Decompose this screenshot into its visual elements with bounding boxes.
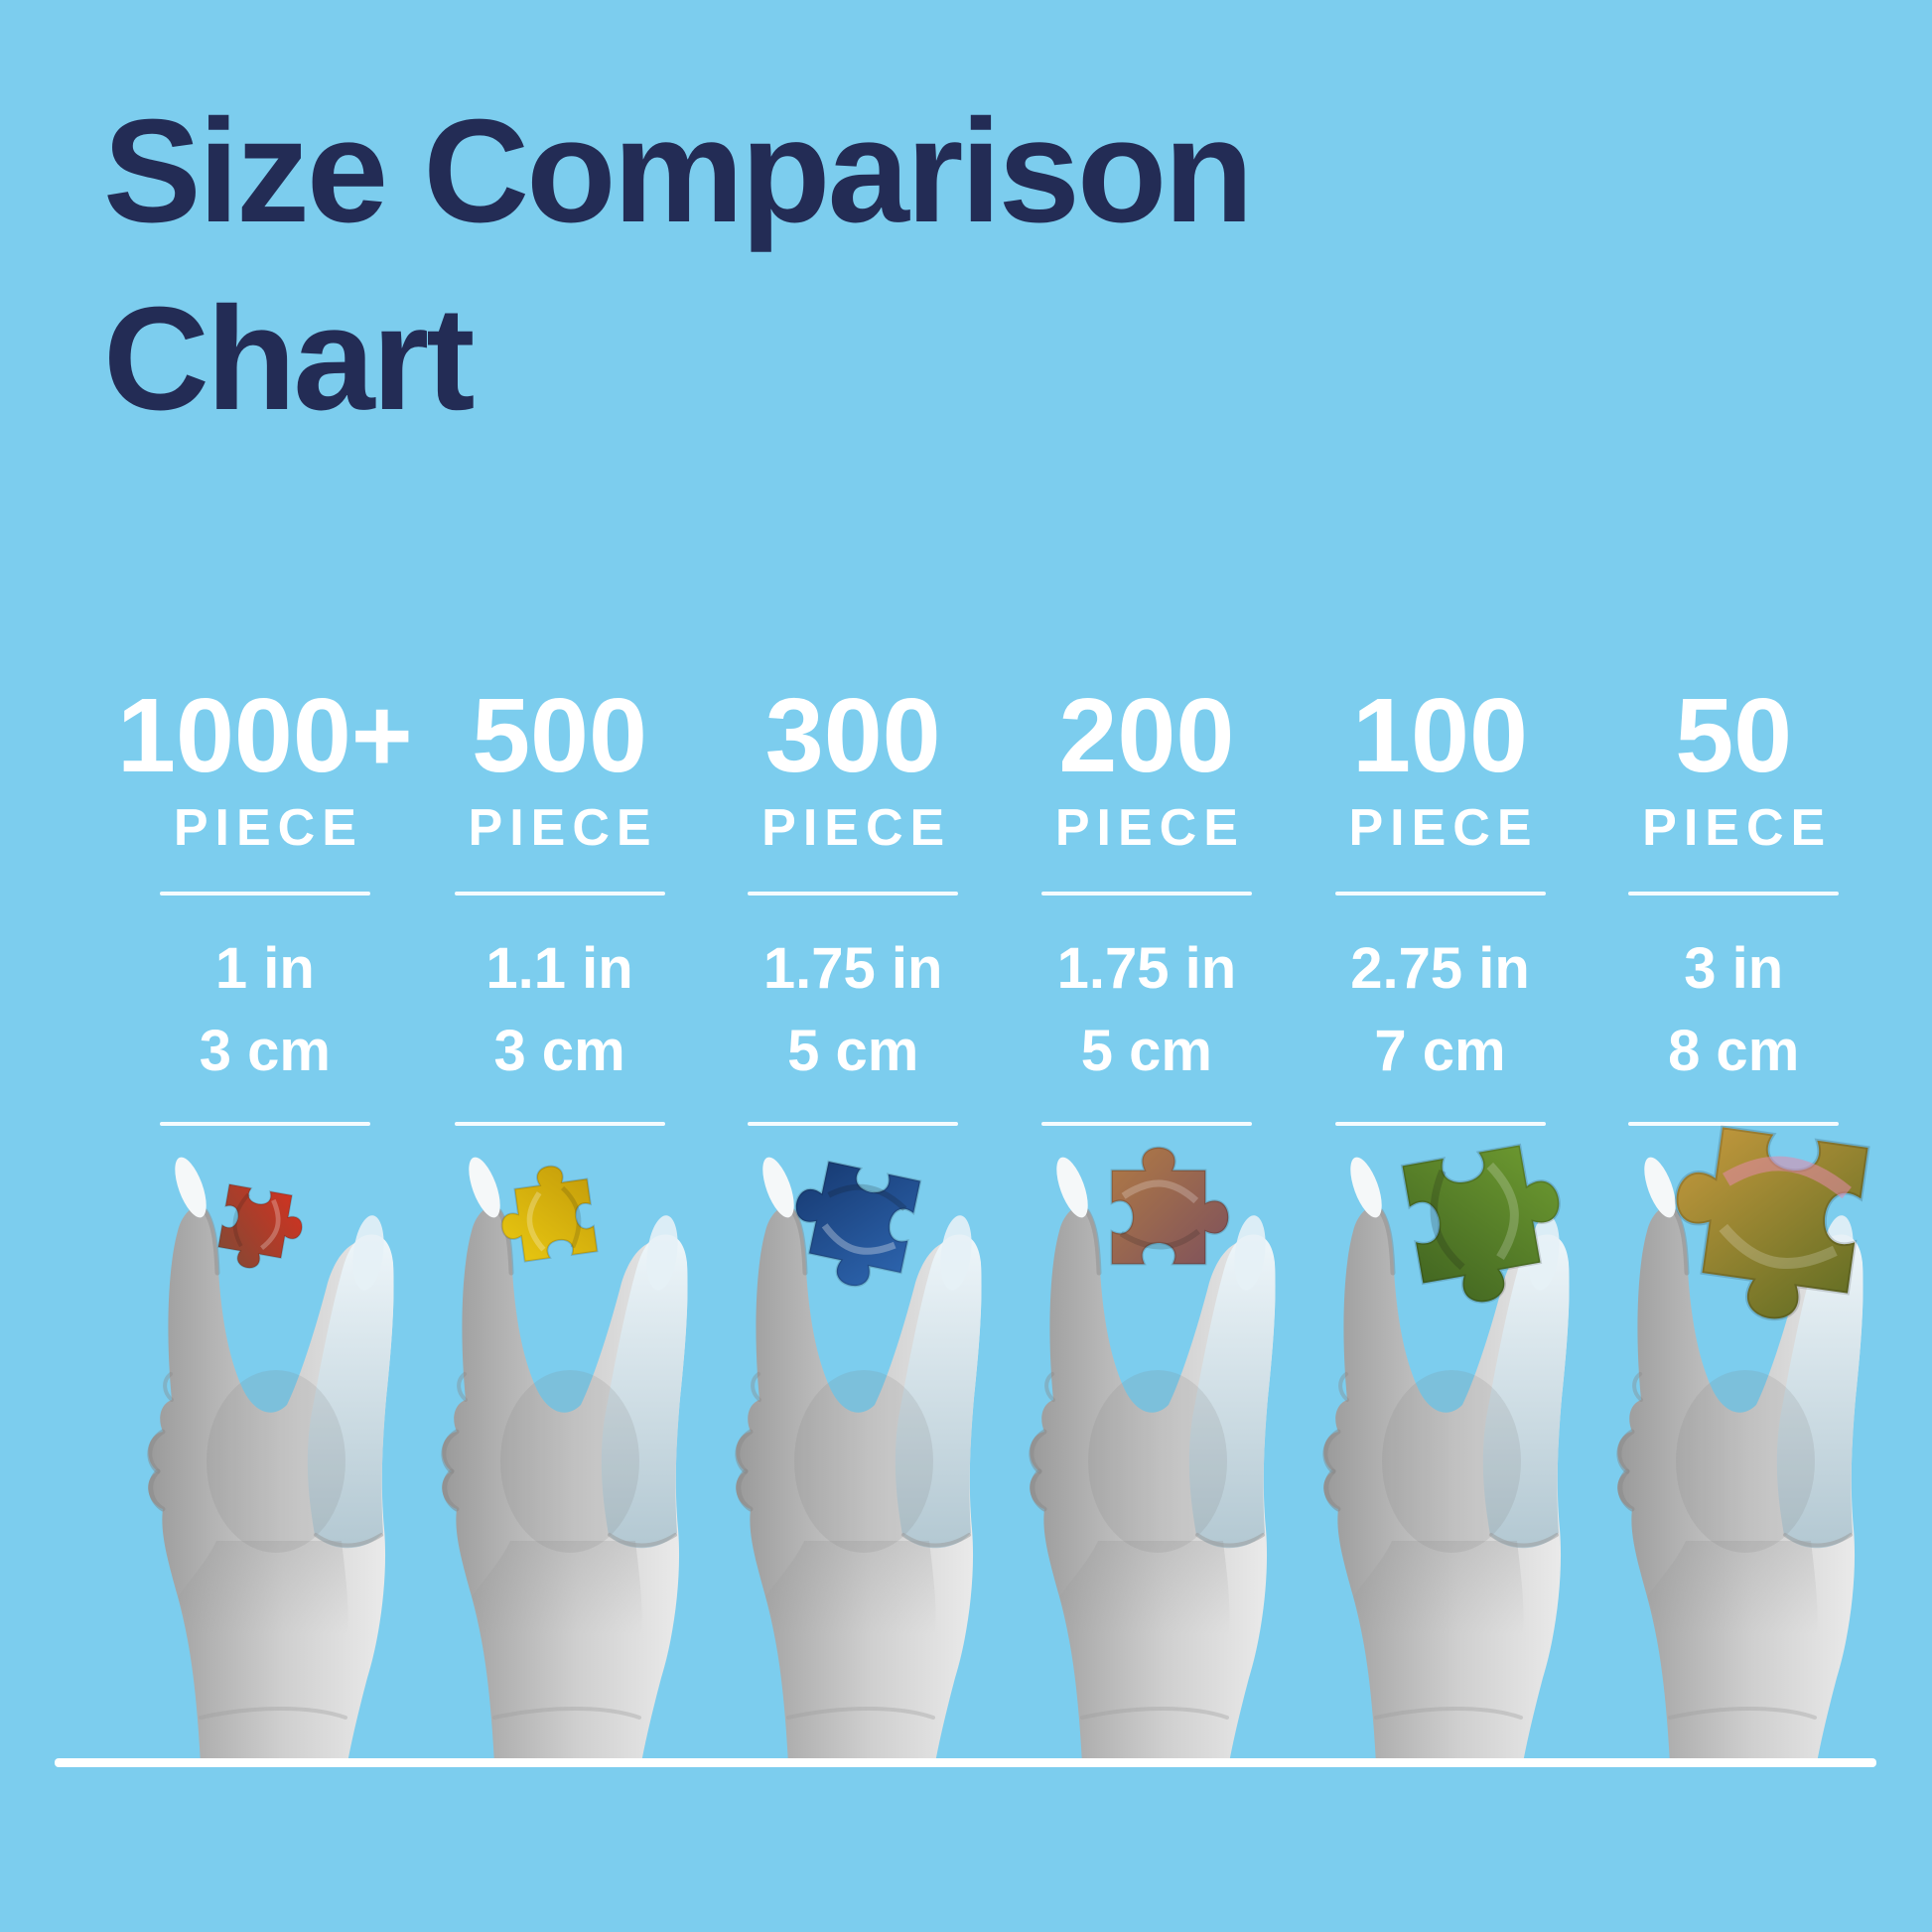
hand-figure	[705, 989, 999, 1763]
hand-with-puzzle-piece-illustration	[987, 1146, 1305, 1763]
size-inches: 1.75 in	[1056, 936, 1237, 1001]
hand-with-puzzle-piece-illustration	[105, 989, 423, 1763]
size-column-50: 50 PIECE 3 in 8 cm	[1587, 683, 1880, 1126]
piece-count-unit: PIECE	[1054, 799, 1245, 857]
piece-count-value: 200	[1058, 677, 1235, 794]
size-inches: 1.1 in	[485, 936, 633, 1001]
piece-count-value: 1000+	[117, 677, 413, 794]
piece-count-value: 100	[1352, 677, 1528, 794]
puzzle-piece-shape	[1674, 1125, 1870, 1321]
size-comparison-table: 1000+ PIECE 1 in 3 cm 500 PIECE 1.1 in 3…	[117, 683, 1880, 1126]
puzzle-piece-shape	[500, 1165, 599, 1263]
chart-title: Size Comparison Chart	[103, 77, 1254, 454]
hand-with-puzzle-piece-illustration	[1281, 1143, 1598, 1763]
hand-figure	[1587, 989, 1880, 1763]
divider-line	[1334, 1122, 1546, 1126]
size-column-200: 200 PIECE 1.75 in 5 cm	[1000, 683, 1294, 1126]
piece-count-unit: PIECE	[761, 799, 952, 857]
puzzle-piece-shape	[1400, 1143, 1561, 1304]
size-inches: 2.75 in	[1350, 936, 1530, 1001]
size-inches: 1.75 in	[762, 936, 943, 1001]
hand-figure	[117, 989, 411, 1763]
piece-count-unit: PIECE	[1642, 799, 1833, 857]
piece-count-value: 500	[472, 677, 647, 794]
chart-title-line2: Chart	[103, 277, 475, 442]
size-centimeters: 3 cm	[199, 1019, 331, 1083]
hand-with-puzzle-piece-illustration	[399, 989, 717, 1763]
puzzle-piece-shape	[217, 1183, 303, 1269]
size-inches: 3 in	[1684, 936, 1784, 1001]
puzzle-piece-shape	[1110, 1146, 1230, 1266]
divider-line	[1040, 1122, 1252, 1126]
hand-figure	[999, 989, 1293, 1763]
hands-row	[117, 989, 1880, 1763]
piece-count-unit: PIECE	[173, 799, 363, 857]
size-centimeters: 3 cm	[493, 1019, 625, 1083]
chart-title-line1: Size Comparison	[103, 89, 1254, 253]
size-inches: 1 in	[214, 936, 315, 1001]
puzzle-piece-shape	[794, 1160, 922, 1288]
divider-line	[159, 1122, 370, 1126]
divider-line	[1628, 1122, 1840, 1126]
piece-count-value: 300	[764, 677, 941, 794]
divider-line	[1334, 892, 1546, 896]
size-centimeters: 5 cm	[787, 1019, 919, 1083]
piece-count-unit: PIECE	[468, 799, 658, 857]
size-column-300: 300 PIECE 1.75 in 5 cm	[706, 683, 1000, 1126]
divider-line	[1040, 892, 1252, 896]
size-column-1000: 1000+ PIECE 1 in 3 cm	[117, 683, 413, 1126]
hand-figure	[411, 989, 705, 1763]
divider-line	[748, 892, 959, 896]
size-centimeters: 5 cm	[1080, 1019, 1212, 1083]
size-centimeters: 7 cm	[1374, 1019, 1506, 1083]
hand-with-puzzle-piece-illustration	[1575, 1125, 1870, 1763]
divider-line	[748, 1122, 959, 1126]
piece-count-value: 50	[1675, 677, 1793, 794]
baseline-rule	[55, 1758, 1876, 1767]
size-column-500: 500 PIECE 1.1 in 3 cm	[413, 683, 707, 1126]
size-column-100: 100 PIECE 2.75 in 7 cm	[1294, 683, 1587, 1126]
hand-figure	[1293, 989, 1587, 1763]
divider-line	[159, 892, 370, 896]
divider-line	[1628, 892, 1840, 896]
divider-line	[454, 1122, 665, 1126]
hand-with-puzzle-piece-illustration	[693, 989, 1011, 1763]
divider-line	[454, 892, 665, 896]
piece-count-unit: PIECE	[1348, 799, 1539, 857]
size-centimeters: 8 cm	[1668, 1019, 1800, 1083]
